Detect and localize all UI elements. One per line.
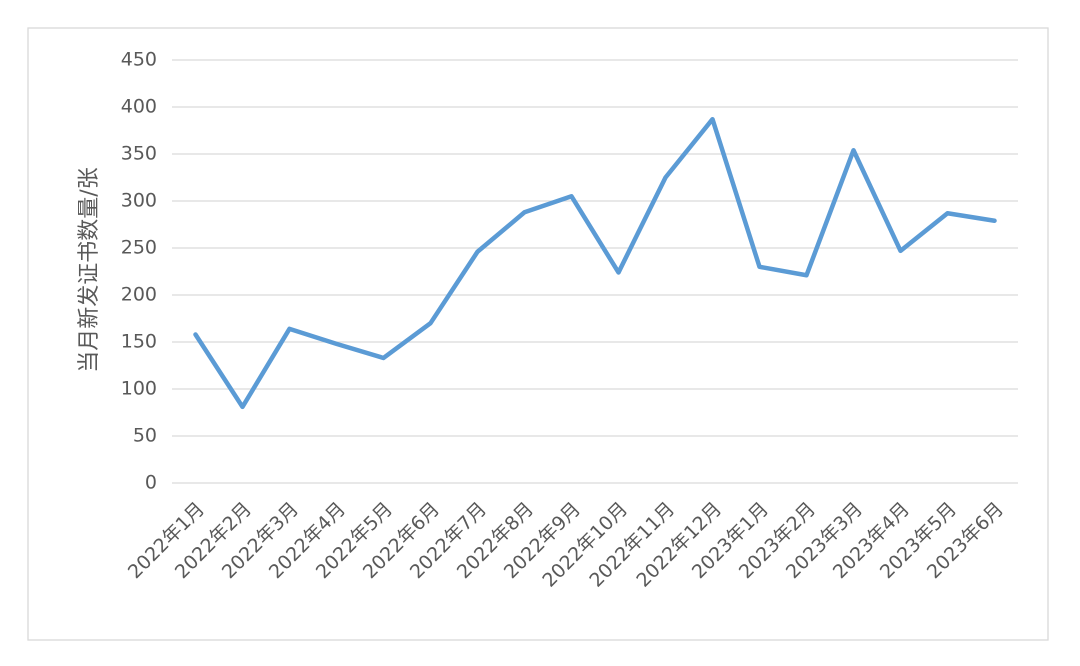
- chart-frame: [27, 27, 1049, 641]
- y-tick-label: 0: [145, 472, 157, 494]
- y-tick-label: 300: [121, 190, 157, 212]
- y-tick-label: 450: [121, 49, 157, 71]
- y-tick-label: 250: [121, 237, 157, 259]
- data-line: [193, 116, 997, 410]
- y-tick-label: 150: [121, 331, 157, 353]
- y-axis-title: 当月新发证书数量/张: [77, 167, 102, 372]
- y-tick-label: 400: [121, 96, 157, 118]
- y-tick-label: 100: [121, 378, 157, 400]
- y-tick-label: 350: [121, 143, 157, 165]
- y-tick-label: 50: [133, 425, 157, 447]
- y-tick-label: 200: [121, 284, 157, 306]
